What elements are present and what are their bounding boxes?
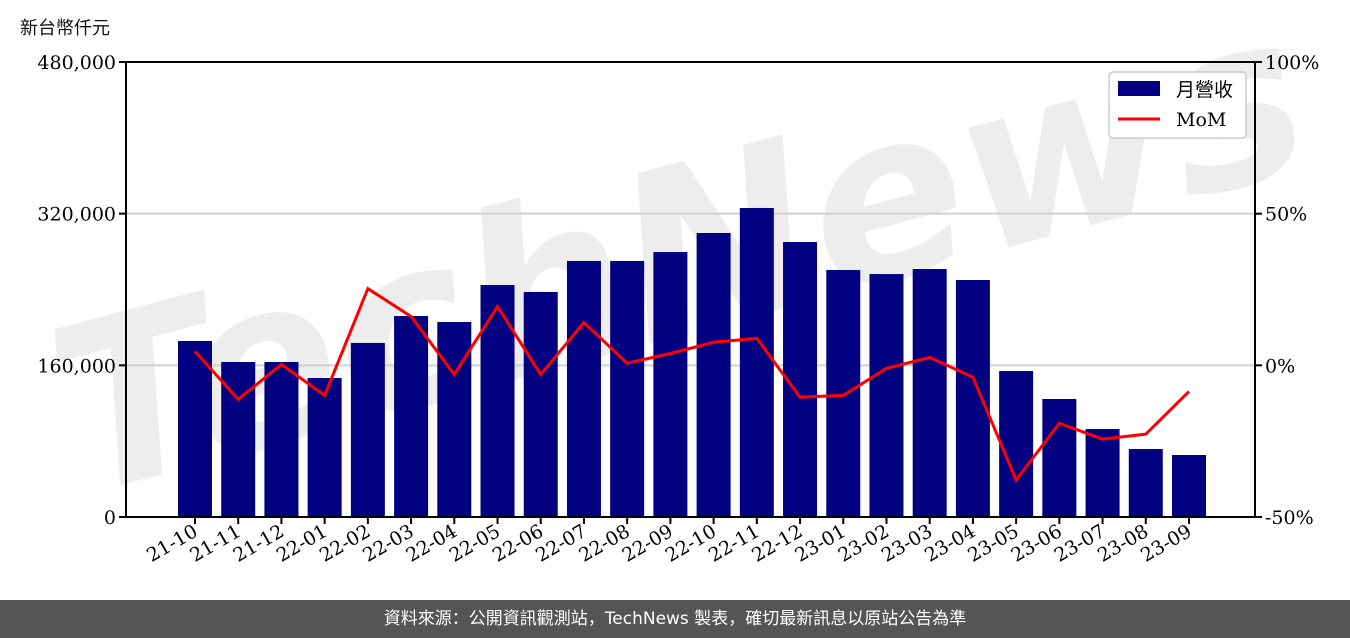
bar-22-05: [480, 285, 515, 517]
plot-frame: [125, 61, 1256, 518]
mom-line: [193, 286, 1191, 483]
bar-22-07: [566, 260, 601, 517]
y-axis-unit-label: 新台幣仟元: [20, 18, 110, 39]
legend-label-mom: MoM: [1176, 109, 1226, 131]
bar-22-03: [394, 316, 429, 517]
bar-23-06: [1042, 398, 1077, 517]
legend-swatch-bar: [1118, 81, 1160, 96]
y-right-tick-label: 50%: [1265, 204, 1307, 226]
bar-22-01: [307, 378, 342, 517]
bar-23-05: [999, 371, 1034, 517]
bar-23-08: [1128, 449, 1163, 517]
revenue-chart: TechNews0160,000320,000480,000-50%0%50%1…: [26, 0, 1333, 567]
y-right-tick-label: -50%: [1265, 507, 1314, 529]
y-left-tick-label: 160,000: [37, 355, 116, 377]
legend: 月營收 MoM: [1108, 71, 1247, 139]
y-left-tick-label: 0: [104, 507, 116, 529]
bar-21-10: [178, 340, 212, 517]
bar-22-09: [653, 252, 688, 517]
bar-23-04: [955, 280, 990, 517]
bar-23-02: [869, 274, 904, 517]
bar-23-01: [826, 269, 861, 517]
y-right-tick-label: 0%: [1265, 355, 1295, 377]
bar-22-10: [696, 233, 731, 518]
x-tick-label: 23-09: [1137, 520, 1195, 566]
bar-22-02: [350, 342, 385, 517]
y-left-tick-label: 320,000: [37, 204, 116, 226]
y-right-tick-label: 100%: [1265, 52, 1319, 74]
bar-22-08: [610, 260, 645, 517]
bar-22-11: [739, 207, 774, 517]
bar-23-09: [1172, 455, 1206, 517]
bar-23-07: [1085, 429, 1120, 517]
legend-label-revenue: 月營收: [1176, 79, 1233, 101]
bar-22-06: [523, 291, 558, 517]
bar-22-04: [437, 322, 472, 517]
bar-23-03: [912, 269, 947, 517]
source-footer: 資料來源：公開資訊觀測站，TechNews 製表，確切最新訊息以原站公告為準: [0, 600, 1350, 638]
bar-21-12: [264, 362, 299, 517]
y-left-tick-label: 480,000: [37, 52, 116, 74]
